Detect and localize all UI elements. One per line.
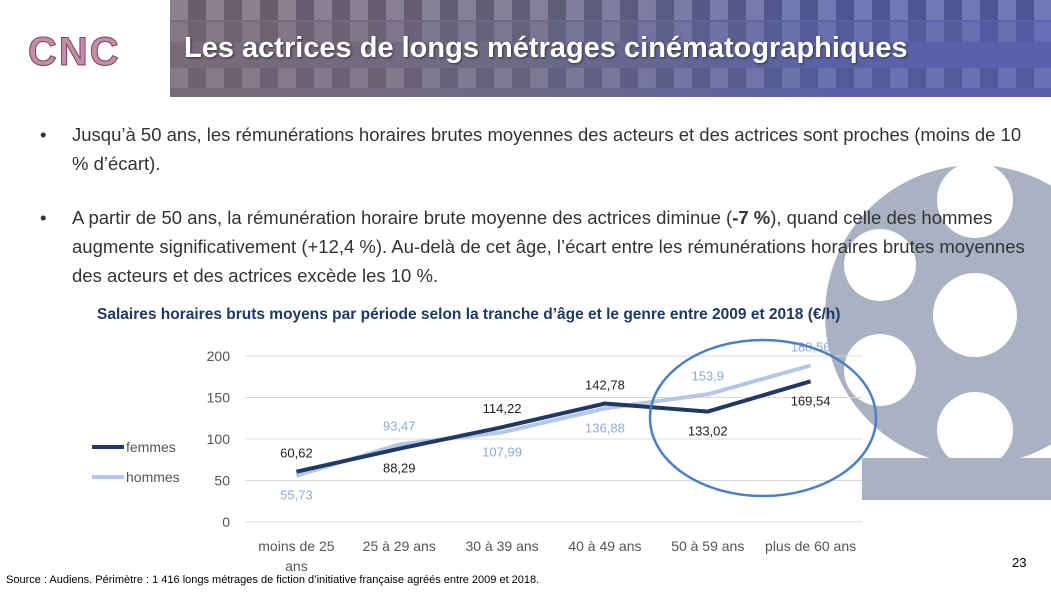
x-tick-label: 50 à 59 ans — [671, 538, 744, 554]
data-label: 133,02 — [688, 424, 728, 439]
page-title: Les actrices de longs métrages cinématog… — [184, 32, 908, 64]
x-tick-label: 30 à 39 ans — [465, 538, 538, 554]
data-label: 153,9 — [691, 368, 724, 383]
y-tick-label: 0 — [222, 514, 230, 530]
legend-label: hommes — [126, 469, 180, 485]
x-tick-label: plus de 60 ans — [765, 538, 856, 554]
y-tick-label: 100 — [207, 431, 231, 447]
bullet-bold: -7 % — [732, 207, 771, 228]
legend-label: femmes — [126, 439, 176, 455]
data-label: 169,54 — [791, 393, 831, 408]
series-line-femmes — [295, 379, 812, 474]
bullet-text: Jusqu’à 50 ans, les rémunérations horair… — [72, 124, 1022, 174]
data-label: 114,22 — [483, 401, 522, 416]
y-tick-label: 200 — [207, 348, 231, 364]
data-label: 93,47 — [383, 418, 416, 433]
y-tick-label: 50 — [214, 473, 230, 489]
data-label: 142,78 — [585, 377, 625, 392]
x-tick-label: ans — [285, 558, 308, 574]
highlight-ellipse — [648, 338, 878, 498]
y-tick-label: 150 — [207, 390, 231, 406]
chart-title: Salaires horaires bruts moyens par pério… — [97, 306, 841, 323]
header-banner — [170, 0, 1051, 97]
bullet-text: A partir de 50 ans, la rémunération hora… — [72, 207, 733, 228]
data-label: 60,62 — [280, 446, 313, 461]
x-tick-label: 25 à 29 ans — [363, 538, 436, 554]
source-note: Source : Audiens. Périmètre : 1 416 long… — [6, 574, 540, 586]
data-label: 107,99 — [482, 444, 522, 459]
data-label: 88,29 — [383, 461, 416, 476]
data-label: 136,88 — [585, 420, 625, 435]
bullet-text: ), quand celle des hommes augmente signi… — [72, 207, 1025, 286]
cnc-logo: CNC — [28, 30, 121, 75]
data-label: 55,73 — [280, 488, 313, 503]
x-tick-label: 40 à 49 ans — [568, 538, 641, 554]
page-number: 23 — [1012, 555, 1027, 570]
series-line-hommes — [295, 363, 812, 478]
x-tick-label: moins de 25 — [258, 538, 334, 554]
